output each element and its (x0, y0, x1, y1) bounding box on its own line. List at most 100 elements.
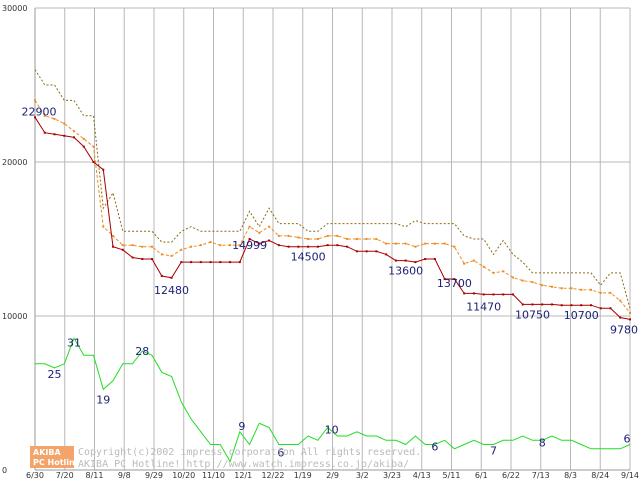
data-point-min-price (570, 304, 573, 307)
series-line-shop-count (35, 337, 631, 463)
data-point-avg-price (92, 145, 95, 148)
data-point-avg-price (73, 130, 76, 133)
data-point-avg-price (521, 279, 524, 282)
data-point-avg-price (190, 245, 193, 248)
data-point-avg-price (82, 137, 85, 140)
data-point-min-price (453, 278, 456, 281)
data-point-avg-price (131, 244, 134, 247)
data-point-avg-price (287, 234, 290, 237)
data-point-min-price (472, 292, 475, 295)
copyright-text: Copyright(c)2002 impress corporation All… (78, 447, 421, 458)
data-point-avg-price (580, 288, 583, 291)
data-point-avg-price (619, 299, 622, 302)
data-point-avg-price (209, 241, 212, 244)
data-point-min-price (307, 245, 310, 248)
data-point-avg-price (121, 244, 124, 247)
data-point-min-price (190, 261, 193, 264)
data-point-min-price (560, 304, 563, 307)
data-point-min-price (316, 245, 319, 248)
x-tick-label: 11/10 (202, 471, 225, 480)
data-point-avg-price (258, 231, 261, 234)
x-tick-label: 1/19 (294, 471, 312, 480)
data-point-avg-price (151, 245, 154, 248)
data-point-avg-price (277, 234, 280, 237)
data-point-avg-price (375, 238, 378, 240)
data-point-min-price (502, 293, 505, 296)
data-point-min-price (511, 293, 514, 296)
data-point-avg-price (53, 117, 56, 120)
point-label: 31 (67, 336, 81, 349)
data-point-min-price (531, 303, 534, 306)
data-point-min-price (629, 318, 631, 321)
watermark: AKIBA PC Hotline! Copyright(c)2002 impre… (30, 446, 421, 470)
data-point-avg-price (63, 122, 66, 125)
x-tick-label: 4/13 (413, 471, 431, 480)
logo-line2: PC Hotline! (33, 458, 84, 467)
x-tick-label: 6/1 (475, 471, 488, 480)
data-point-avg-price (219, 244, 222, 247)
point-label: 14500 (291, 251, 326, 264)
point-label: 9 (238, 420, 245, 433)
data-point-min-price (414, 261, 417, 264)
data-point-min-price (589, 304, 592, 307)
data-point-avg-price (502, 270, 505, 273)
data-point-min-price (229, 261, 232, 264)
data-point-min-price (248, 238, 251, 241)
data-point-min-price (170, 276, 173, 279)
data-point-avg-price (199, 244, 202, 247)
logo-box (30, 446, 74, 468)
data-point-avg-price (180, 248, 183, 251)
data-point-min-price (404, 259, 407, 262)
y-tick-label: 30000 (2, 4, 27, 13)
point-label: 10700 (564, 309, 599, 322)
x-tick-label: 7/13 (532, 471, 550, 480)
data-point-min-price (375, 250, 378, 253)
point-label: 10 (325, 424, 339, 437)
data-point-min-price (199, 261, 202, 264)
data-point-min-price (238, 261, 241, 264)
point-label: 12480 (154, 284, 189, 297)
point-label: 8 (539, 436, 546, 449)
data-point-avg-price (424, 242, 427, 245)
data-point-min-price (112, 245, 115, 248)
data-point-min-price (346, 245, 349, 248)
x-tick-label: 5/11 (443, 471, 461, 480)
point-label: 10750 (515, 308, 550, 321)
point-label: 6 (277, 447, 284, 460)
data-point-min-price (53, 133, 56, 136)
data-point-min-price (541, 303, 544, 306)
data-point-avg-price (472, 259, 475, 262)
data-point-min-price (521, 303, 524, 306)
y-tick-label: 20000 (2, 158, 27, 167)
data-point-avg-price (160, 253, 163, 256)
x-tick-label: 8/3 (564, 471, 577, 480)
data-point-avg-price (307, 238, 310, 240)
data-point-avg-price (394, 242, 397, 245)
data-point-avg-price (336, 234, 339, 237)
data-point-avg-price (531, 281, 534, 284)
x-tick-label: 6/30 (26, 471, 44, 480)
data-point-min-price (287, 245, 290, 248)
data-point-avg-price (238, 244, 241, 247)
point-label: 14999 (232, 239, 267, 252)
point-label: 28 (135, 345, 149, 358)
data-point-avg-price (492, 271, 495, 274)
data-point-min-price (463, 292, 466, 295)
data-point-min-price (443, 278, 446, 281)
data-point-avg-price (112, 234, 115, 237)
data-point-avg-price (326, 234, 329, 237)
data-point-min-price (599, 307, 602, 310)
data-point-min-price (394, 259, 397, 262)
data-point-avg-price (141, 245, 144, 248)
x-tick-label: 12/1 (234, 471, 252, 480)
x-tick-label: 7/20 (56, 471, 74, 480)
point-label: 6 (431, 441, 438, 454)
data-point-min-price (277, 244, 280, 247)
data-point-min-price (268, 239, 271, 242)
data-point-min-price (326, 244, 329, 247)
point-label: 25 (48, 368, 62, 381)
y-tick-label: 0 (2, 466, 7, 475)
data-point-min-price (121, 248, 124, 251)
data-point-avg-price (248, 225, 251, 228)
